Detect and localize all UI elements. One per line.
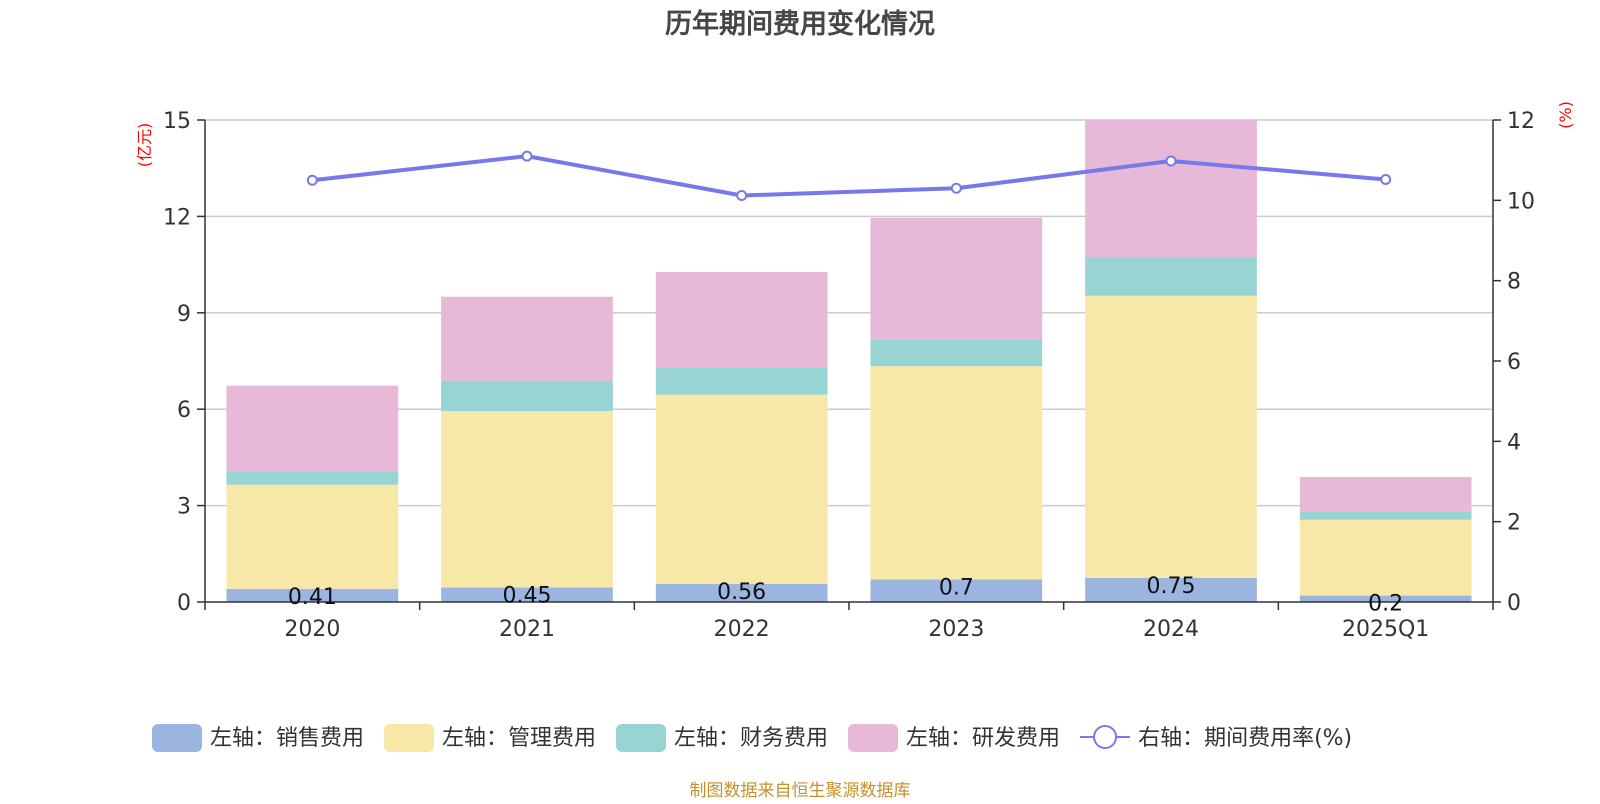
bar-segment [1299, 477, 1472, 512]
sales-expense-label: 0.41 [288, 585, 337, 610]
left-axis-unit: (亿元) [135, 123, 154, 168]
source-note: 制图数据来自恒生聚源数据库 [690, 781, 911, 800]
bar-segment [1085, 257, 1257, 296]
bar-segment [1085, 577, 1257, 602]
legend-swatch [384, 724, 435, 752]
rate-point [1165, 155, 1177, 167]
x-axis-tick-label: 2020 [284, 617, 340, 642]
bar-segment [226, 385, 399, 472]
bar-segment [655, 394, 828, 585]
left-axis-tick-label: 6 [177, 398, 191, 423]
bar-segment [655, 584, 828, 602]
x-axis-tick-label: 2025Q1 [1342, 617, 1429, 642]
legend-label: 右轴：期间费用率(%) [1138, 726, 1352, 751]
legend-label: 左轴：销售费用 [210, 726, 364, 751]
legend-marker [1093, 725, 1118, 749]
axes: 0 3 6 9 12 15 0 2 4 6 8 10 12 2020 2021 2022 2023 2024 202… [163, 109, 1535, 642]
legend-swatch [616, 724, 667, 752]
legend-label: 左轴：管理费用 [442, 726, 596, 751]
right-axis-tick-label: 6 [1507, 350, 1521, 375]
x-axis-tick-label: 2022 [714, 617, 770, 642]
x-axis-tick-label: 2021 [499, 617, 555, 642]
right-axis-tick-label: 10 [1507, 189, 1535, 214]
bar-series-group [226, 120, 1472, 602]
rate-point [1380, 173, 1392, 185]
bar-segment [226, 484, 399, 589]
legend-label: 左轴：研发费用 [906, 726, 1060, 751]
bar-segment [1085, 295, 1257, 578]
bar-segment [226, 471, 399, 485]
bar-segment [1085, 120, 1257, 258]
chart-title: 历年期间费用变化情况 [665, 8, 935, 40]
right-axis-unit: (%) [1556, 101, 1575, 129]
sales-expense-label: 0.75 [1147, 574, 1196, 599]
bar-segment [441, 411, 613, 588]
right-axis-tick-label: 4 [1507, 430, 1521, 455]
bar-segment [441, 587, 613, 602]
sales-expense-label: 0.2 [1368, 592, 1403, 617]
sales-expense-label: 0.7 [939, 576, 974, 601]
bar-segment [870, 579, 1043, 602]
bar-segment [870, 339, 1043, 367]
legend-label: 左轴：财务费用 [674, 726, 828, 751]
rate-point [521, 150, 533, 162]
rate-point [950, 182, 962, 194]
left-axis-tick-label: 12 [163, 205, 191, 230]
legend-swatch [848, 724, 899, 752]
rate-line-group [306, 150, 1392, 202]
x-axis-tick-label: 2023 [928, 617, 984, 642]
bar-segment [226, 588, 399, 602]
right-axis-tick-label: 8 [1507, 270, 1521, 295]
sales-expense-label: 0.56 [717, 580, 766, 605]
bar-segment [655, 367, 828, 395]
bar-segment [441, 296, 613, 381]
right-axis-tick-label: 12 [1507, 109, 1535, 134]
left-axis-tick-label: 15 [163, 109, 191, 134]
rate-point [736, 190, 748, 202]
sales-expense-label: 0.45 [503, 584, 552, 609]
right-axis-tick-label: 2 [1507, 511, 1521, 536]
grid-lines [205, 119, 1493, 507]
bar-segment [1299, 511, 1472, 520]
left-axis-tick-label: 3 [177, 495, 191, 520]
bar-segment [441, 380, 613, 412]
left-axis-tick-label: 0 [177, 591, 191, 616]
rate-line [312, 154, 1386, 198]
bar-segment [1299, 595, 1472, 602]
bar-segment [1299, 519, 1472, 596]
bar-segment [870, 366, 1043, 580]
rate-point [306, 174, 318, 186]
data-labels: 0.41 0.45 0.56 0.7 0.75 0.2 [288, 574, 1403, 617]
bar-segment [870, 217, 1043, 340]
legend: 左轴：销售费用 左轴：管理费用 左轴：财务费用 左轴：研发费用 右轴：期间费用率(%) [152, 724, 1352, 752]
legend-swatch [152, 724, 202, 752]
bar-segment [655, 271, 828, 368]
left-axis-tick-label: 9 [177, 302, 191, 327]
x-axis-tick-label: 2024 [1143, 617, 1199, 642]
right-axis-tick-label: 0 [1507, 591, 1521, 616]
